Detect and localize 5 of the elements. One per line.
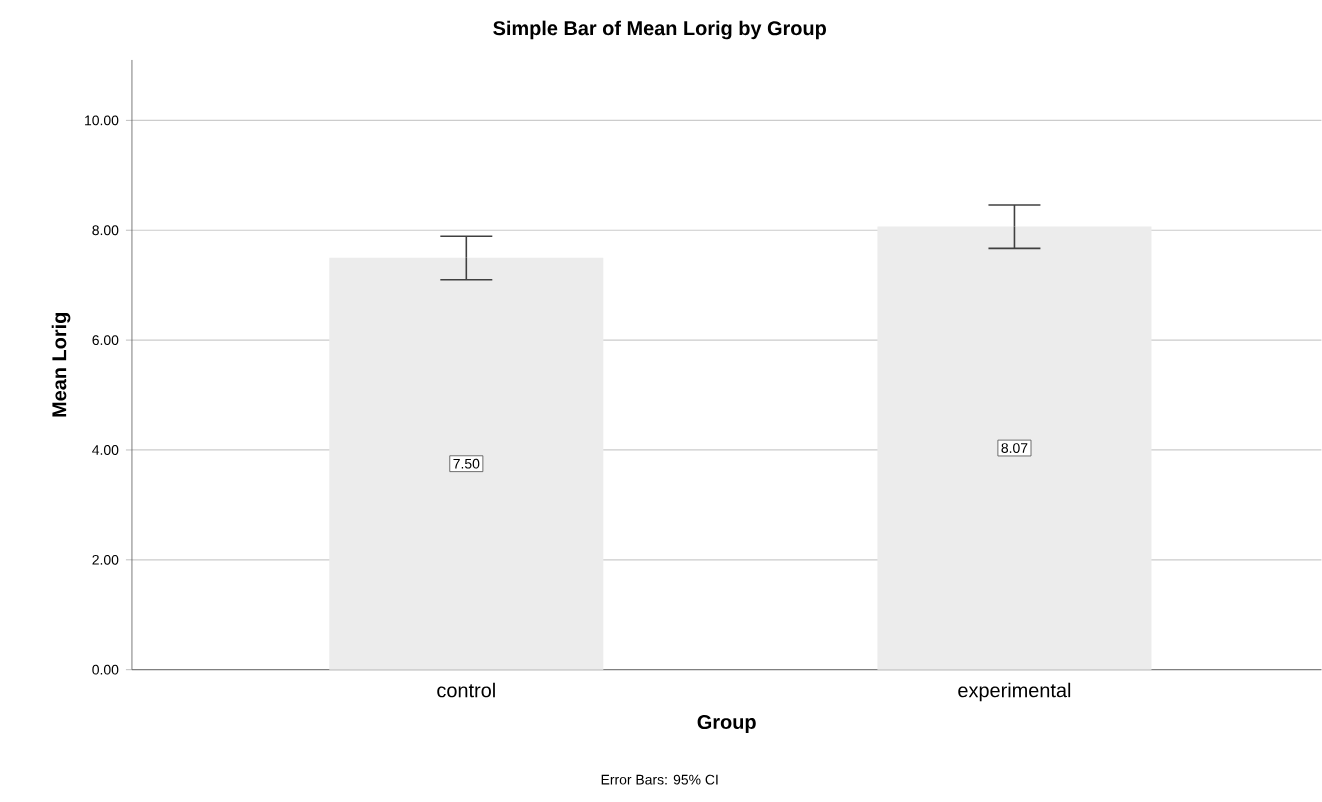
x-tick-label: experimental <box>958 682 1071 702</box>
chart-title: Simple Bar of Mean Lorig by Group <box>493 20 826 40</box>
x-axis-title: Group <box>697 715 756 734</box>
y-axis-title: Mean Lorig <box>51 313 71 417</box>
x-tick-label: control <box>437 682 495 698</box>
